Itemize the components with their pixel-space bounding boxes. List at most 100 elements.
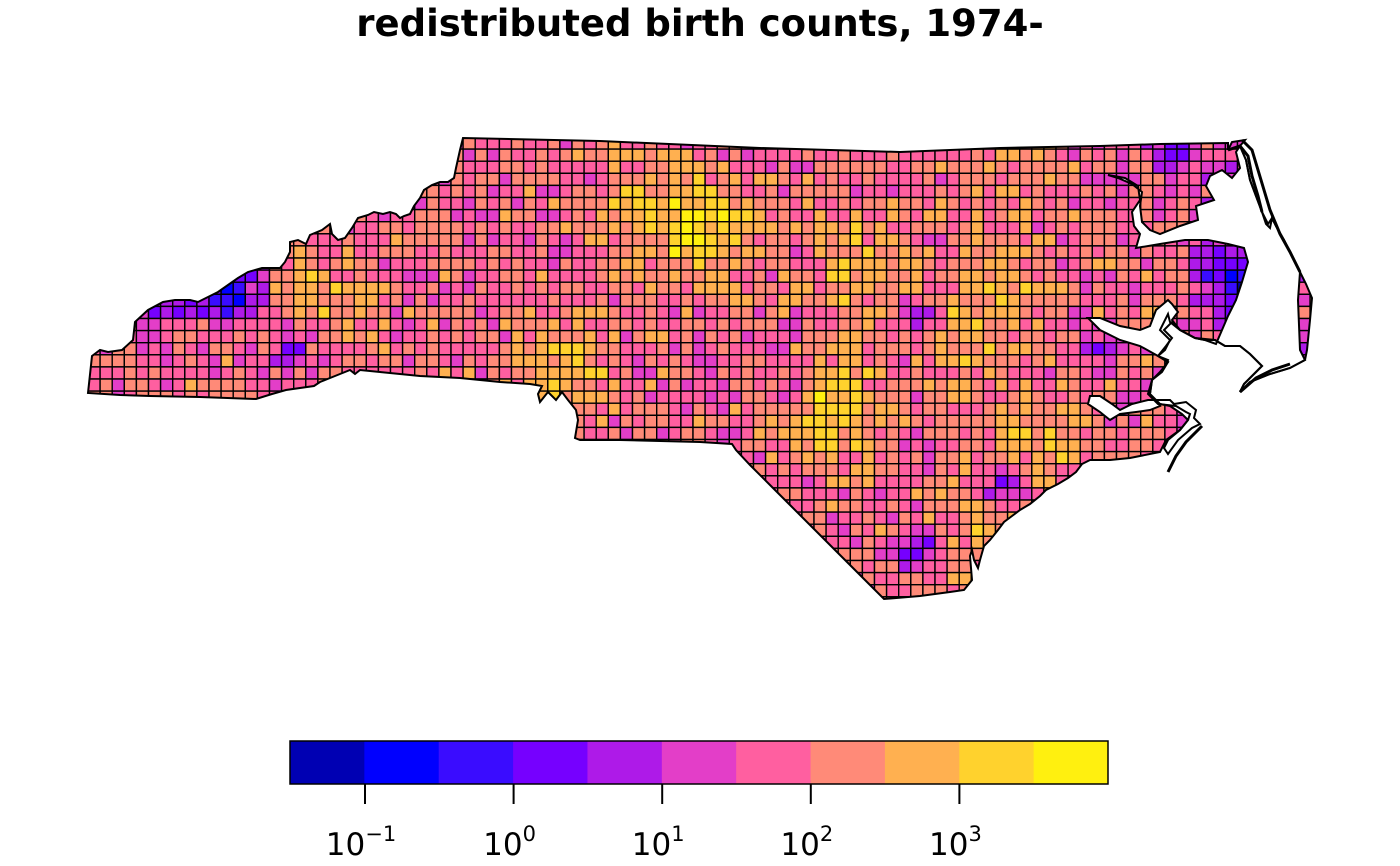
grid-cell (256, 220, 271, 235)
grid-cell (1212, 438, 1227, 453)
grid-cell (668, 293, 682, 308)
grid-cell (426, 390, 440, 404)
grid-cell (474, 487, 489, 501)
grid-cell (159, 402, 174, 417)
grid-cell (232, 463, 246, 477)
grid-cell (450, 511, 464, 525)
grid-cell (1079, 366, 1093, 380)
grid-cell (147, 438, 162, 453)
grid-cell (450, 523, 464, 538)
grid-cell (1043, 596, 1057, 599)
grid-cell (970, 148, 985, 162)
grid-cell (280, 366, 295, 380)
grid-cell (643, 414, 658, 429)
grid-cell (680, 293, 694, 308)
grid-cell (898, 233, 912, 247)
grid-cell (1127, 257, 1142, 271)
grid-cell (1103, 138, 1118, 150)
grid-cell (171, 426, 186, 441)
grid-cell (1006, 208, 1021, 223)
grid-cell (280, 402, 295, 417)
grid-cell (849, 160, 864, 174)
grid-cell (1139, 172, 1154, 187)
grid-cell (692, 269, 706, 283)
legend-swatch (587, 741, 663, 784)
grid-cell (994, 390, 1009, 404)
grid-cell (825, 220, 839, 235)
grid-cell (1031, 305, 1045, 320)
grid-cell (825, 523, 839, 538)
grid-cell (934, 220, 948, 235)
grid-cell (184, 426, 198, 441)
grid-cell (934, 184, 948, 199)
grid-cell (668, 366, 682, 380)
grid-cell (244, 523, 259, 538)
grid-cell (414, 463, 428, 477)
grid-cell (777, 414, 791, 429)
grid-cell (583, 463, 597, 477)
grid-cell (305, 584, 319, 598)
grid-cell (668, 390, 682, 404)
grid-cell (280, 317, 295, 332)
grid-cell (510, 499, 525, 513)
grid-cell (329, 499, 343, 513)
grid-cell (268, 499, 283, 513)
grid-cell (196, 160, 210, 174)
grid-cell (1055, 547, 1069, 562)
grid-cell (764, 535, 779, 550)
grid-cell (885, 390, 900, 404)
grid-cell (801, 138, 815, 150)
grid-cell (111, 208, 125, 223)
grid-cell (752, 233, 767, 247)
grid-cell (317, 233, 331, 247)
grid-cell (268, 281, 283, 296)
grid-cell (123, 571, 138, 586)
grid-cell (244, 559, 259, 574)
grid-cell (1067, 390, 1081, 404)
grid-cell (1212, 535, 1227, 550)
grid-cell (631, 148, 646, 162)
grid-cell (1236, 438, 1251, 453)
grid-cell (1019, 438, 1033, 453)
grid-cell (220, 596, 234, 599)
grid-cell (1067, 281, 1081, 296)
grid-cell (934, 354, 948, 368)
grid-cell (1115, 584, 1130, 598)
grid-cell (1115, 414, 1130, 429)
grid-cell (1297, 305, 1311, 320)
grid-cell (680, 596, 694, 599)
grid-cell (305, 559, 319, 574)
grid-cell (1091, 160, 1106, 174)
grid-cell (317, 148, 331, 162)
grid-cell (486, 245, 501, 259)
grid-cell (547, 487, 561, 501)
grid-cell (232, 317, 246, 332)
grid-cell (1309, 354, 1312, 368)
grid-cell (353, 596, 368, 599)
grid-cell (704, 354, 718, 368)
grid-cell (1115, 342, 1130, 356)
grid-cell (559, 160, 573, 174)
grid-cell (994, 366, 1009, 380)
grid-cell (341, 414, 355, 429)
grid-cell (1152, 463, 1166, 477)
grid-cell (752, 208, 767, 223)
grid-cell (946, 571, 960, 586)
grid-cell (280, 426, 295, 441)
grid-cell (522, 233, 537, 247)
grid-cell (970, 378, 985, 392)
grid-cell (268, 208, 283, 223)
grid-cell (861, 511, 876, 525)
grid-cell (389, 317, 404, 332)
grid-cell (837, 402, 852, 417)
grid-cell (244, 499, 259, 513)
grid-cell (982, 233, 997, 247)
grid-cell (450, 220, 464, 235)
grid-cell (982, 487, 997, 501)
grid-cell (970, 596, 985, 599)
grid-cell (208, 342, 222, 356)
grid-cell (1043, 245, 1057, 259)
grid-cell (498, 160, 513, 174)
grid-cell (88, 523, 101, 538)
grid-cell (619, 584, 634, 598)
